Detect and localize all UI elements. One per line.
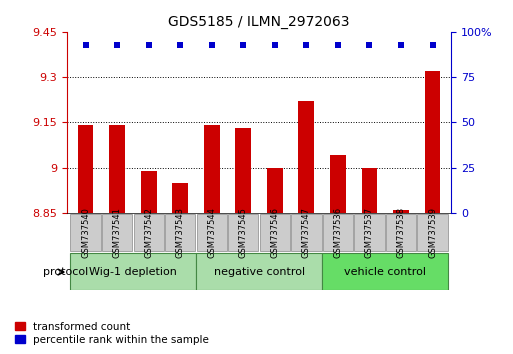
- Text: vehicle control: vehicle control: [344, 267, 426, 277]
- Bar: [362, 167, 378, 213]
- Bar: [418, 214, 448, 251]
- Bar: [299, 101, 314, 213]
- Text: GSM737545: GSM737545: [239, 207, 248, 258]
- Text: GSM737546: GSM737546: [270, 207, 280, 258]
- Text: GSM737543: GSM737543: [176, 207, 185, 258]
- Bar: [322, 253, 448, 290]
- Bar: [204, 125, 220, 213]
- Text: protocol: protocol: [43, 267, 88, 277]
- Title: GDS5185 / ILMN_2972063: GDS5185 / ILMN_2972063: [168, 16, 350, 29]
- Bar: [70, 253, 196, 290]
- Bar: [196, 253, 322, 290]
- Bar: [393, 210, 409, 213]
- Text: GSM737547: GSM737547: [302, 207, 311, 258]
- Text: GSM737539: GSM737539: [428, 207, 437, 258]
- Bar: [165, 214, 195, 251]
- Bar: [109, 125, 125, 213]
- Bar: [425, 71, 440, 213]
- Text: GSM737536: GSM737536: [333, 207, 342, 258]
- Legend: transformed count, percentile rank within the sample: transformed count, percentile rank withi…: [10, 317, 213, 349]
- Bar: [196, 214, 227, 251]
- Bar: [228, 214, 259, 251]
- Bar: [330, 155, 346, 213]
- Text: GSM737544: GSM737544: [207, 207, 216, 258]
- Bar: [133, 214, 164, 251]
- Text: Wig-1 depletion: Wig-1 depletion: [89, 267, 177, 277]
- Bar: [354, 214, 385, 251]
- Text: GSM737541: GSM737541: [113, 207, 122, 258]
- Bar: [78, 125, 93, 213]
- Bar: [386, 214, 416, 251]
- Bar: [102, 214, 132, 251]
- Bar: [141, 171, 156, 213]
- Text: GSM737542: GSM737542: [144, 207, 153, 258]
- Text: negative control: negative control: [213, 267, 305, 277]
- Bar: [267, 167, 283, 213]
- Bar: [172, 183, 188, 213]
- Bar: [323, 214, 353, 251]
- Bar: [291, 214, 322, 251]
- Text: GSM737538: GSM737538: [397, 207, 405, 258]
- Bar: [70, 214, 101, 251]
- Bar: [260, 214, 290, 251]
- Text: GSM737540: GSM737540: [81, 207, 90, 258]
- Text: GSM737537: GSM737537: [365, 207, 374, 258]
- Bar: [235, 129, 251, 213]
